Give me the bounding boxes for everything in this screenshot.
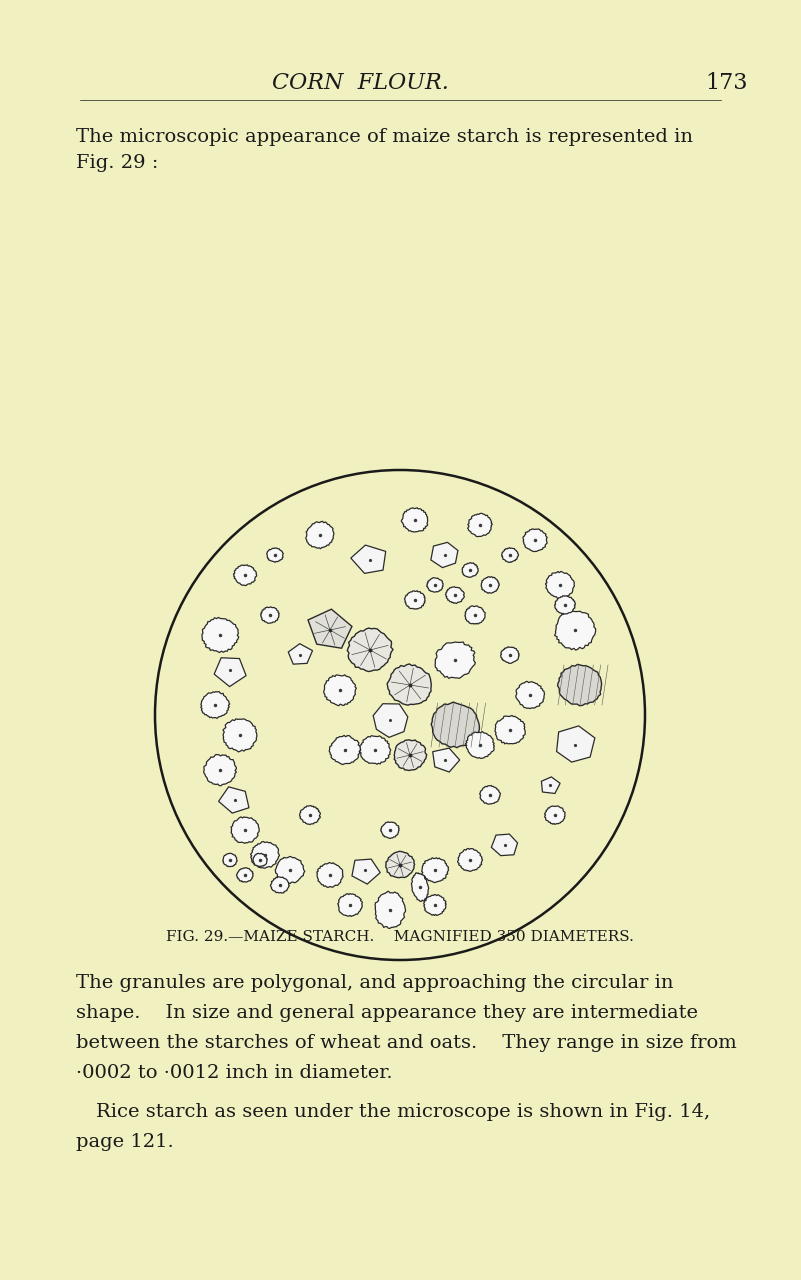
Polygon shape	[223, 854, 237, 867]
Polygon shape	[351, 545, 386, 573]
Polygon shape	[431, 703, 479, 748]
Polygon shape	[260, 607, 280, 623]
Polygon shape	[380, 822, 399, 838]
Polygon shape	[360, 736, 391, 764]
Polygon shape	[219, 787, 249, 813]
Polygon shape	[554, 595, 575, 614]
Text: page 121.: page 121.	[76, 1133, 174, 1151]
Polygon shape	[421, 858, 449, 883]
Polygon shape	[386, 851, 415, 878]
Polygon shape	[316, 863, 344, 887]
Text: ·0002 to ·0012 inch in diameter.: ·0002 to ·0012 inch in diameter.	[76, 1064, 392, 1082]
Polygon shape	[306, 521, 334, 549]
Polygon shape	[271, 877, 289, 893]
Polygon shape	[202, 617, 239, 653]
Polygon shape	[236, 868, 253, 882]
Text: FIG. 29.—MAIZE STARCH.    MAGNIFIED 350 DIAMETERS.: FIG. 29.—MAIZE STARCH. MAGNIFIED 350 DIA…	[166, 931, 634, 943]
Polygon shape	[412, 873, 429, 901]
Polygon shape	[223, 719, 257, 751]
Text: Fig. 29 :: Fig. 29 :	[76, 154, 159, 172]
Polygon shape	[267, 548, 284, 562]
Polygon shape	[348, 628, 393, 672]
Polygon shape	[324, 675, 356, 705]
Polygon shape	[387, 664, 431, 705]
Polygon shape	[203, 755, 236, 786]
Polygon shape	[545, 571, 574, 599]
Polygon shape	[433, 748, 460, 772]
Polygon shape	[405, 590, 425, 609]
Text: shape.    In size and general appearance they are intermediate: shape. In size and general appearance th…	[76, 1004, 698, 1021]
Polygon shape	[541, 777, 560, 794]
Polygon shape	[251, 841, 280, 868]
Polygon shape	[462, 563, 478, 577]
Polygon shape	[545, 806, 565, 824]
Polygon shape	[523, 529, 547, 552]
Polygon shape	[252, 854, 268, 867]
Polygon shape	[435, 643, 475, 678]
Polygon shape	[214, 658, 246, 686]
Polygon shape	[431, 543, 458, 567]
Polygon shape	[338, 893, 362, 916]
Polygon shape	[424, 895, 446, 915]
Text: between the starches of wheat and oats.    They range in size from: between the starches of wheat and oats. …	[76, 1034, 737, 1052]
Polygon shape	[375, 891, 405, 928]
Polygon shape	[401, 508, 428, 532]
Polygon shape	[491, 835, 517, 855]
Polygon shape	[501, 646, 519, 663]
Polygon shape	[557, 664, 602, 705]
Polygon shape	[465, 605, 485, 623]
Polygon shape	[468, 513, 493, 536]
Polygon shape	[201, 691, 230, 718]
Polygon shape	[308, 609, 352, 648]
Polygon shape	[557, 726, 595, 762]
Polygon shape	[495, 716, 525, 744]
Polygon shape	[329, 735, 360, 764]
Text: CORN  FLOUR.: CORN FLOUR.	[272, 72, 449, 95]
Polygon shape	[373, 704, 408, 737]
Polygon shape	[300, 805, 320, 824]
Polygon shape	[394, 740, 427, 771]
Polygon shape	[288, 644, 312, 664]
Text: The microscopic appearance of maize starch is represented in: The microscopic appearance of maize star…	[76, 128, 693, 146]
Polygon shape	[445, 586, 465, 603]
Polygon shape	[516, 681, 545, 709]
Polygon shape	[276, 856, 304, 883]
Polygon shape	[427, 577, 443, 593]
Polygon shape	[554, 611, 596, 650]
Text: The granules are polygonal, and approaching the circular in: The granules are polygonal, and approach…	[76, 974, 674, 992]
Polygon shape	[457, 849, 482, 872]
Polygon shape	[231, 817, 260, 844]
Polygon shape	[233, 564, 256, 585]
Polygon shape	[481, 577, 500, 593]
Polygon shape	[480, 786, 501, 804]
Polygon shape	[501, 548, 518, 562]
Polygon shape	[465, 731, 494, 758]
Text: 173: 173	[705, 72, 747, 95]
Text: Rice starch as seen under the microscope is shown in Fig. 14,: Rice starch as seen under the microscope…	[96, 1103, 710, 1121]
Polygon shape	[352, 859, 380, 884]
